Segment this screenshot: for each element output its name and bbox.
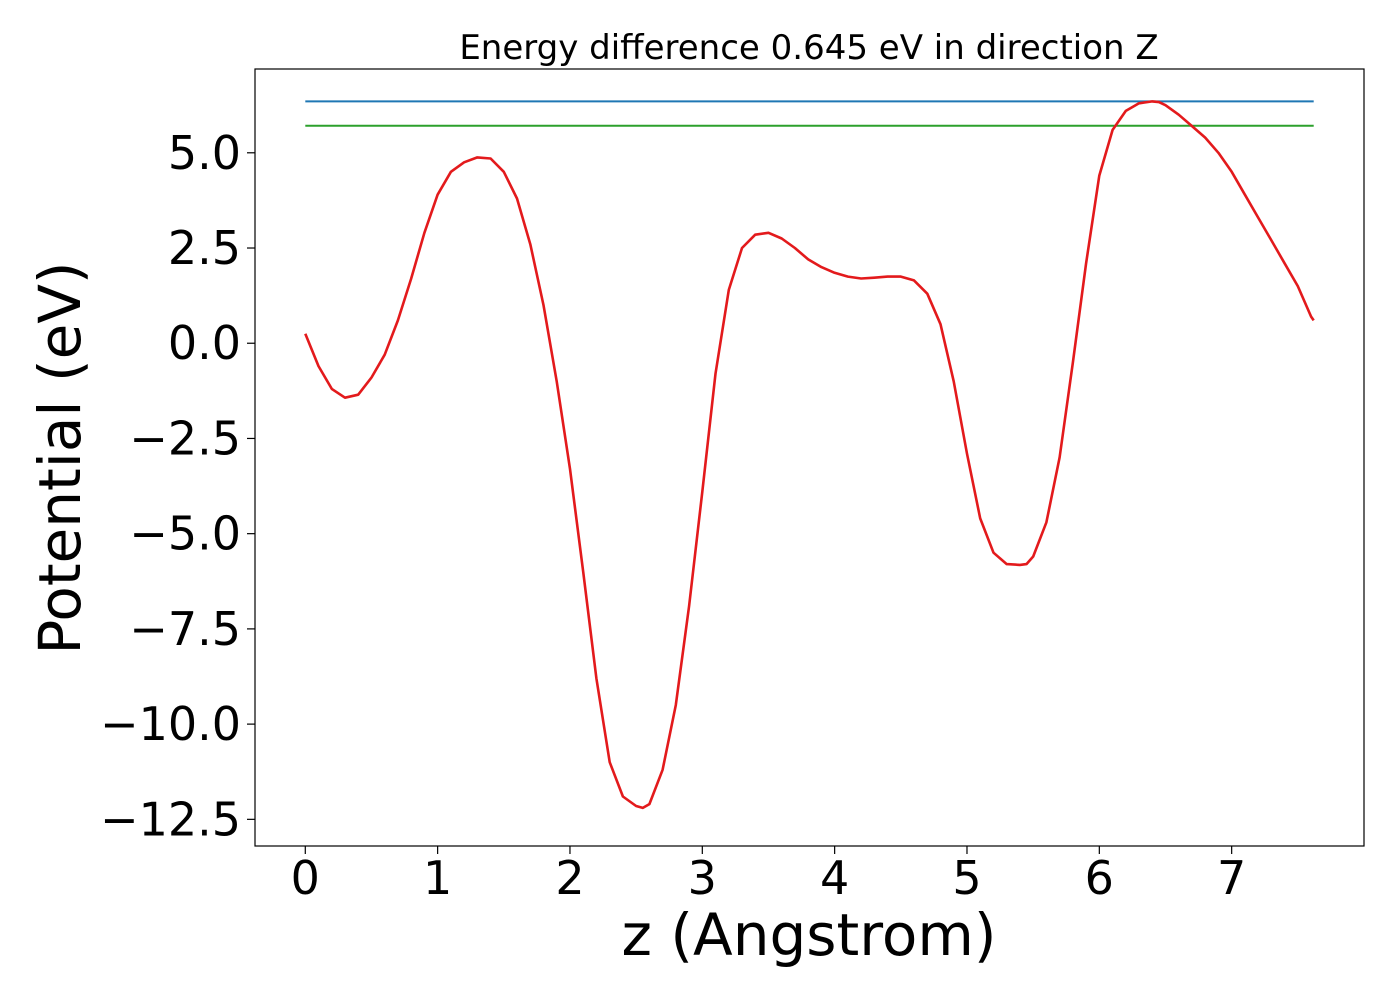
y-tick-label: −10.0	[100, 697, 241, 751]
series-layer	[304, 100, 1315, 810]
y-tick-label: −2.5	[129, 411, 241, 465]
x-tick-label: 4	[820, 851, 849, 905]
x-axis-label: z (Angstrom)	[622, 901, 997, 969]
x-tick-label: 0	[291, 851, 320, 905]
x-axis-ticks: 0 1 2 3 4 5 6 7	[291, 846, 1246, 905]
y-tick-label: −5.0	[129, 507, 241, 561]
chart-title: Energy difference 0.645 eV in direction …	[459, 28, 1158, 68]
x-tick-label: 1	[423, 851, 452, 905]
series-line-3	[304, 100, 1315, 810]
y-tick-label: 2.5	[168, 221, 241, 275]
x-tick-label: 3	[688, 851, 717, 905]
plot-frame	[254, 68, 1365, 847]
x-tick-label: 6	[1085, 851, 1114, 905]
x-tick-label: 2	[555, 851, 584, 905]
y-tick-label: 5.0	[168, 126, 241, 180]
y-axis-ticks: 5.0 2.5 0.0 −2.5 −5.0 −7.5 −10.0 −12.5	[100, 126, 255, 846]
x-tick-label: 5	[952, 851, 981, 905]
y-tick-label: 0.0	[168, 316, 241, 370]
y-tick-label: −12.5	[100, 792, 241, 846]
x-tick-label: 7	[1217, 851, 1246, 905]
y-tick-label: −7.5	[129, 602, 241, 656]
y-axis-label: Potential (eV)	[26, 261, 94, 654]
